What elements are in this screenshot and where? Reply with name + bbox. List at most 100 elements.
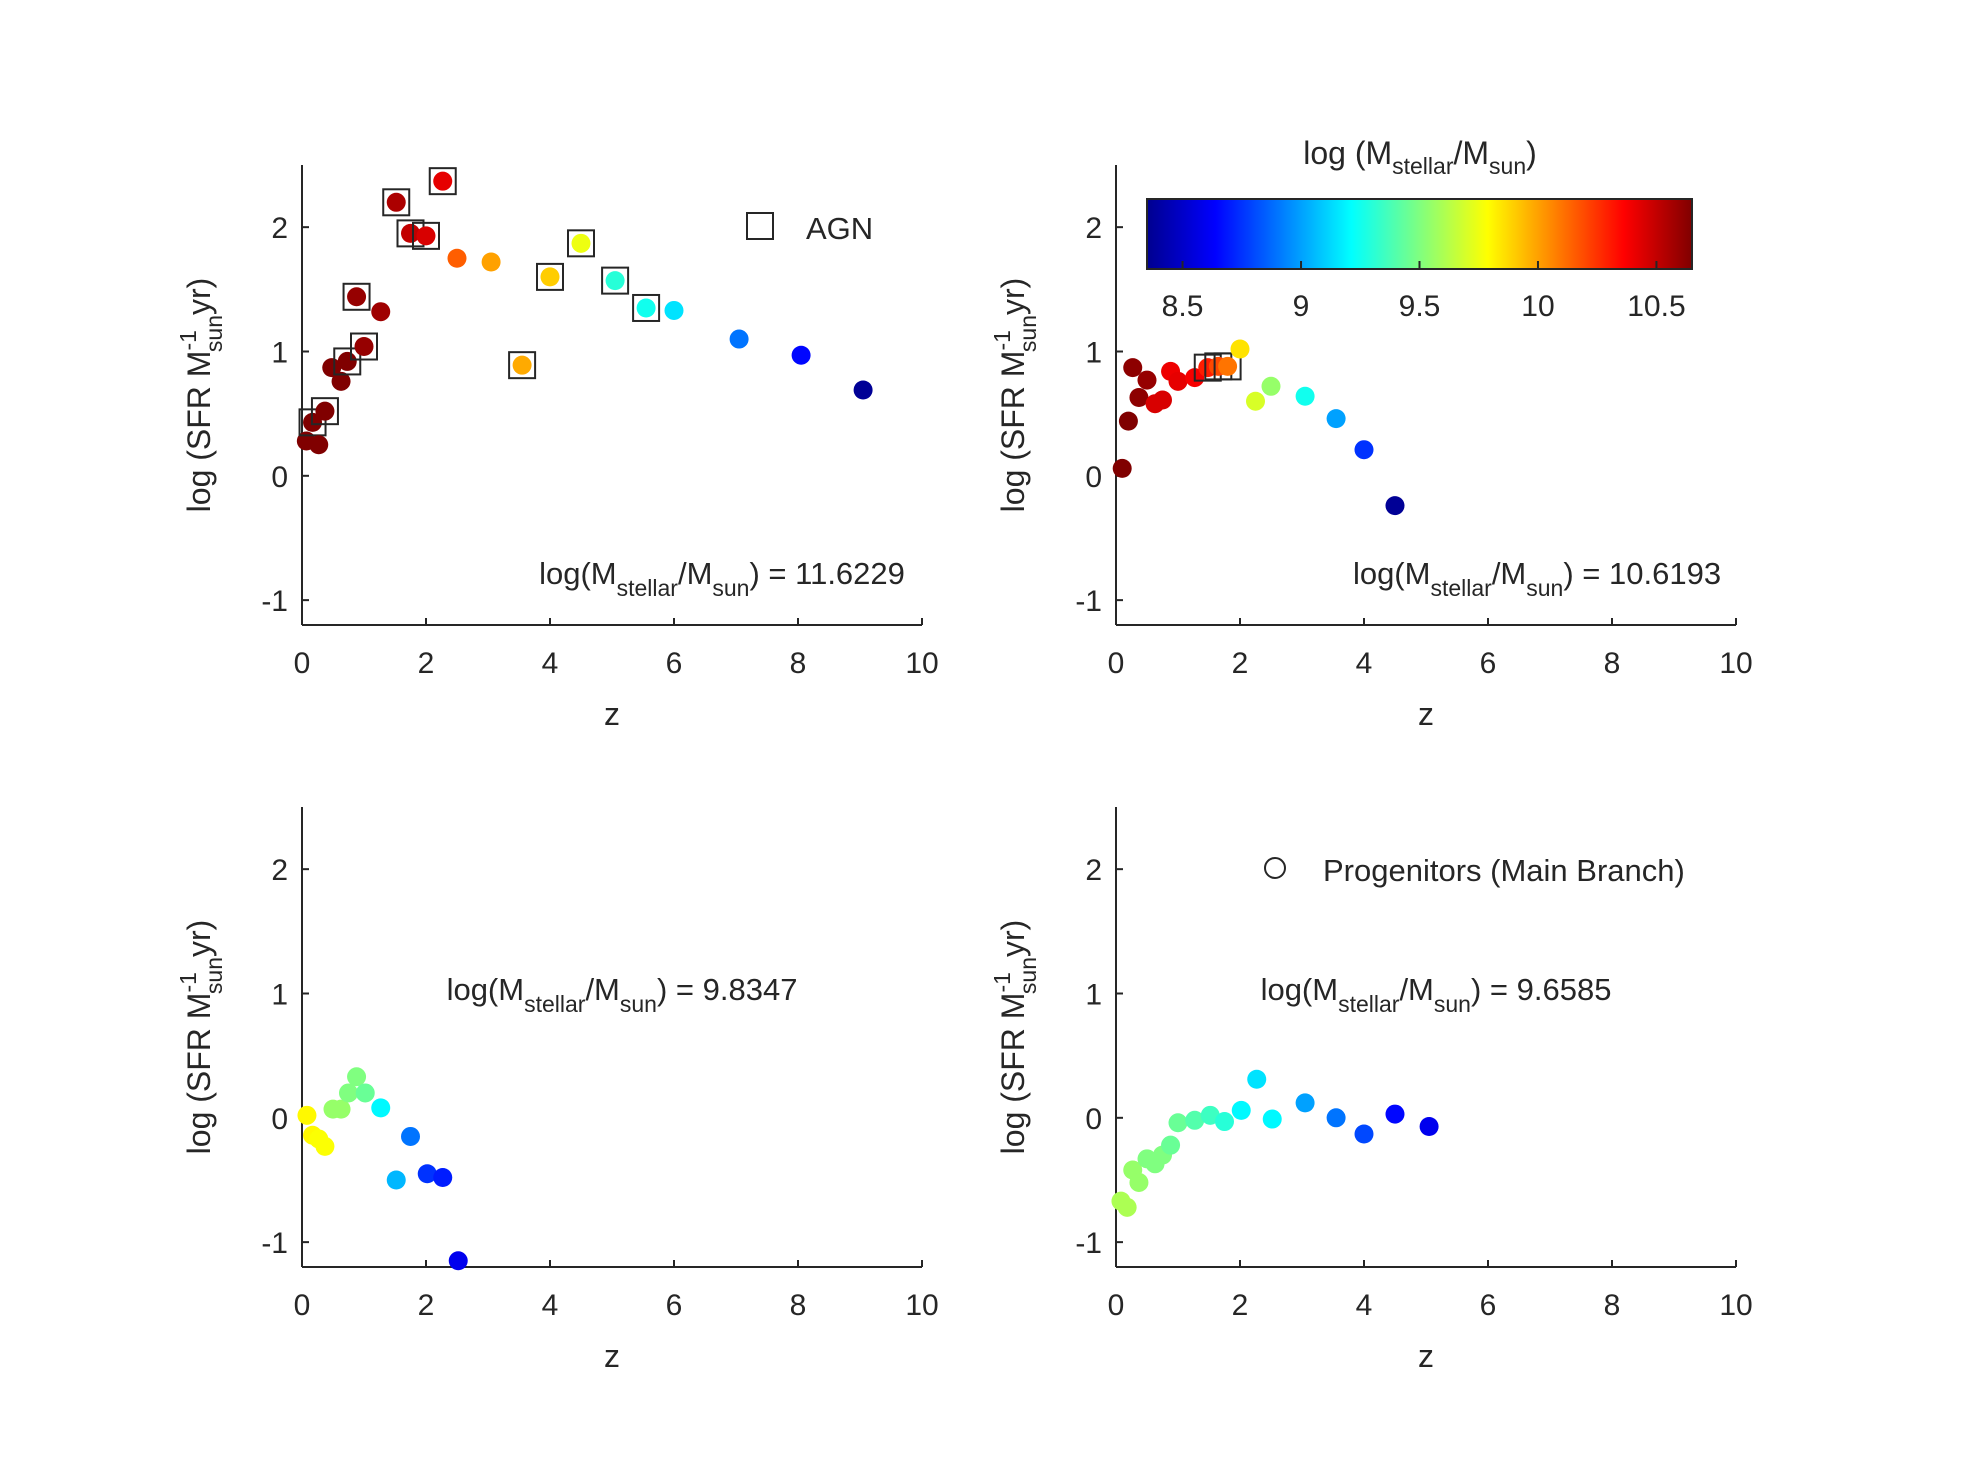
x-tick-label: 0: [294, 647, 311, 680]
data-point: [433, 1167, 453, 1187]
y-axis-label: log (SFR M-1sunyr): [989, 278, 1041, 513]
y-tick-label: 2: [1085, 212, 1102, 245]
x-axis-label: z: [604, 1338, 620, 1374]
data-point: [1129, 387, 1149, 407]
data-point: [1123, 358, 1143, 378]
data-point: [1168, 371, 1188, 391]
x-axis-label: z: [604, 696, 620, 732]
colorbar-tick-label: 10.5: [1627, 290, 1685, 323]
data-point: [401, 223, 420, 243]
data-point: [1161, 1135, 1181, 1155]
data-point: [315, 401, 335, 421]
agn-marker: [382, 188, 411, 217]
y-axis-label: log (SFR M-1sunyr): [175, 278, 227, 513]
y-tick-label: -1: [261, 1227, 288, 1260]
colorbar: log (Mstellar/Msun) 8.5 9 9.5 10 10.5: [1146, 135, 1693, 323]
colorbar-tick-label: 9.5: [1399, 290, 1441, 323]
colorbar-gradient: [1146, 198, 1693, 270]
mass-annotation: log(Mstellar/Msun) = 9.6585: [1261, 972, 1612, 1017]
data-point: [1231, 1100, 1251, 1120]
x-tick-label: 8: [1604, 1289, 1621, 1322]
data-point: [386, 1170, 406, 1190]
data-point: [354, 337, 374, 357]
data-point: [337, 351, 357, 371]
x-tick-label: 2: [418, 1289, 435, 1322]
x-tick-label: 0: [294, 1289, 311, 1322]
y-tick-label: 1: [271, 978, 288, 1011]
x-tick-label: 10: [905, 647, 938, 680]
data-point: [1326, 409, 1346, 429]
y-tick-label: 0: [271, 1103, 288, 1136]
data-point: [1200, 1105, 1220, 1125]
data-point: [1129, 1172, 1149, 1192]
data-point: [1218, 356, 1238, 376]
data-point: [729, 329, 749, 349]
x-tick-label: 4: [542, 647, 559, 680]
mass-annotation: log(Mstellar/Msun) = 9.8347: [447, 972, 798, 1017]
data-point: [605, 271, 625, 291]
legend-label: Progenitors (Main Branch): [1323, 853, 1685, 888]
agn-marker: [601, 266, 630, 295]
agn-marker: [350, 332, 378, 361]
agn-marker: [1213, 352, 1242, 381]
colorbar-tick-label: 8.5: [1162, 290, 1204, 323]
y-tick-label: 1: [1085, 978, 1102, 1011]
data-point: [347, 1067, 367, 1087]
y-tick-label: 0: [1085, 461, 1102, 494]
data-point: [1261, 376, 1281, 396]
agn-marker: [508, 351, 537, 380]
data-point: [371, 302, 391, 322]
data-point: [1117, 1197, 1137, 1217]
data-point: [664, 300, 684, 320]
data-point: [1247, 1069, 1267, 1089]
agn-marker: [342, 282, 371, 311]
legend-square-marker: [746, 212, 774, 240]
data-point: [1385, 1104, 1405, 1124]
x-tick-label: 2: [1232, 1289, 1249, 1322]
x-tick-label: 8: [790, 1289, 807, 1322]
agn-marker: [567, 229, 595, 258]
data-point: [853, 380, 873, 400]
agn-marker: [536, 262, 564, 291]
y-tick-label: -1: [261, 585, 288, 618]
data-point: [347, 287, 367, 307]
x-tick-label: 10: [1719, 647, 1752, 680]
y-axis-label: log (SFR M-1sunyr): [989, 920, 1041, 1155]
data-point: [636, 298, 656, 318]
colorbar-title: log (Mstellar/Msun): [1303, 135, 1537, 179]
y-tick-label: 1: [271, 336, 288, 369]
data-point: [371, 1098, 391, 1118]
x-tick-label: 6: [666, 1289, 683, 1322]
y-tick-label: -1: [1075, 1227, 1102, 1260]
legend-circle-marker: [1264, 857, 1286, 879]
data-point: [1246, 391, 1265, 411]
data-point: [355, 1083, 375, 1103]
y-axis-label: log (SFR M-1sunyr): [175, 920, 227, 1155]
x-axis-label: z: [1418, 1338, 1434, 1374]
data-point: [1185, 1110, 1205, 1130]
x-tick-label: 2: [1232, 647, 1249, 680]
y-tick-label: 2: [271, 854, 288, 887]
colorbar-tick-label: 10: [1521, 290, 1554, 323]
data-point: [1153, 390, 1172, 410]
data-point: [322, 358, 342, 378]
y-tick-label: 2: [1085, 854, 1102, 887]
legend: Progenitors (Main Branch): [1264, 853, 1685, 888]
y-tick-label: 1: [1085, 336, 1102, 369]
data-point: [1385, 496, 1405, 516]
data-point: [1354, 440, 1374, 460]
x-tick-label: 10: [905, 1289, 938, 1322]
data-point: [571, 233, 591, 253]
data-point: [1295, 1093, 1315, 1113]
data-point: [1137, 370, 1157, 390]
data-point: [401, 1126, 420, 1146]
data-point: [386, 192, 406, 212]
data-point: [433, 171, 453, 191]
data-point: [1354, 1124, 1374, 1144]
y-tick-label: -1: [1075, 585, 1102, 618]
agn-marker: [632, 293, 661, 322]
data-point: [297, 1105, 317, 1125]
data-point: [416, 226, 436, 246]
